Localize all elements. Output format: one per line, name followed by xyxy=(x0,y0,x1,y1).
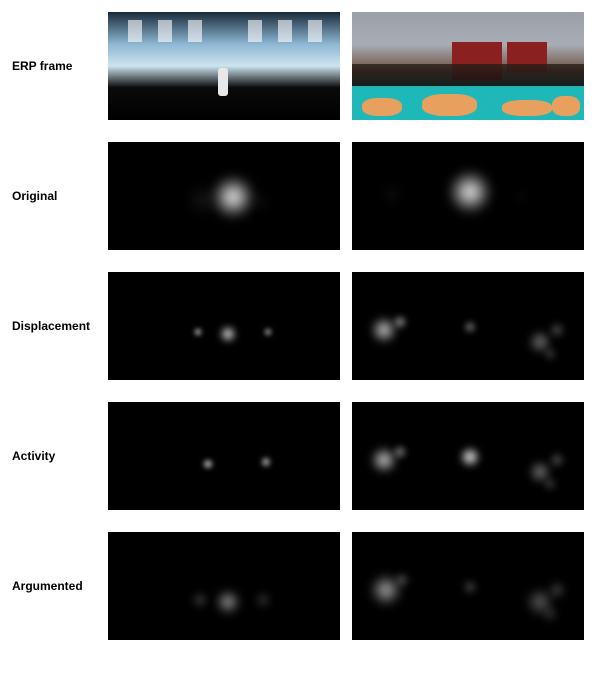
saliency-blob xyxy=(263,327,273,337)
saliency-blob xyxy=(514,189,530,205)
saliency-blob xyxy=(255,592,271,608)
argumented-panel-right xyxy=(352,532,584,640)
erp-panel-left xyxy=(108,12,340,120)
saliency-blob xyxy=(392,314,408,330)
saliency-blob xyxy=(202,458,214,470)
saliency-blob xyxy=(459,446,481,468)
panels-displacement xyxy=(108,272,597,380)
saliency-blob xyxy=(448,170,492,214)
saliency-blob xyxy=(462,579,478,595)
displacement-panel-right xyxy=(352,272,584,380)
panels-argumented xyxy=(108,532,597,640)
saliency-blob xyxy=(394,572,410,588)
saliency-blob xyxy=(219,325,237,343)
saliency-blob xyxy=(211,175,255,219)
saliency-blob xyxy=(216,590,240,614)
displacement-panel-left xyxy=(108,272,340,380)
saliency-blob xyxy=(548,581,566,599)
label-activity: Activity xyxy=(8,449,108,463)
erp-window xyxy=(128,20,142,42)
erp-orange-blob xyxy=(552,96,580,116)
saliency-blob xyxy=(542,606,558,622)
erp-orange-blob xyxy=(362,98,402,116)
erp-orange-blob xyxy=(422,94,477,116)
saliency-blob xyxy=(250,192,270,212)
erp-window xyxy=(188,20,202,42)
label-original: Original xyxy=(8,189,108,203)
erp-window xyxy=(158,20,172,42)
row-displacement: Displacement xyxy=(8,272,597,380)
label-erp-frame: ERP frame xyxy=(8,59,108,73)
saliency-blob xyxy=(192,592,208,608)
row-erp-frame: ERP frame xyxy=(8,12,597,120)
panels-activity xyxy=(108,402,597,510)
original-panel-left xyxy=(108,142,340,250)
saliency-blob xyxy=(189,186,217,214)
erp-window xyxy=(248,20,262,42)
erp-orange-blob xyxy=(502,100,552,116)
saliency-blob xyxy=(543,477,557,491)
original-panel-right xyxy=(352,142,584,250)
argumented-panel-left xyxy=(108,532,340,640)
panels-original xyxy=(108,142,597,250)
saliency-blob xyxy=(382,184,402,204)
activity-panel-left xyxy=(108,402,340,510)
saliency-blob xyxy=(392,444,408,460)
erp-window xyxy=(308,20,322,42)
saliency-blob xyxy=(543,347,557,361)
erp-left-figure xyxy=(218,68,228,96)
erp-right-strip xyxy=(352,92,584,120)
row-argumented: Argumented xyxy=(8,532,597,640)
panels-erp xyxy=(108,12,597,120)
erp-right-crowd xyxy=(352,64,584,86)
erp-panel-right xyxy=(352,12,584,120)
activity-panel-right xyxy=(352,402,584,510)
erp-window xyxy=(278,20,292,42)
saliency-blob xyxy=(549,452,565,468)
row-activity: Activity xyxy=(8,402,597,510)
saliency-blob xyxy=(260,456,272,468)
saliency-blob xyxy=(549,322,565,338)
label-displacement: Displacement xyxy=(8,319,108,333)
saliency-blob xyxy=(463,320,477,334)
label-argumented: Argumented xyxy=(8,579,108,593)
row-original: Original xyxy=(8,142,597,250)
saliency-blob xyxy=(193,327,203,337)
